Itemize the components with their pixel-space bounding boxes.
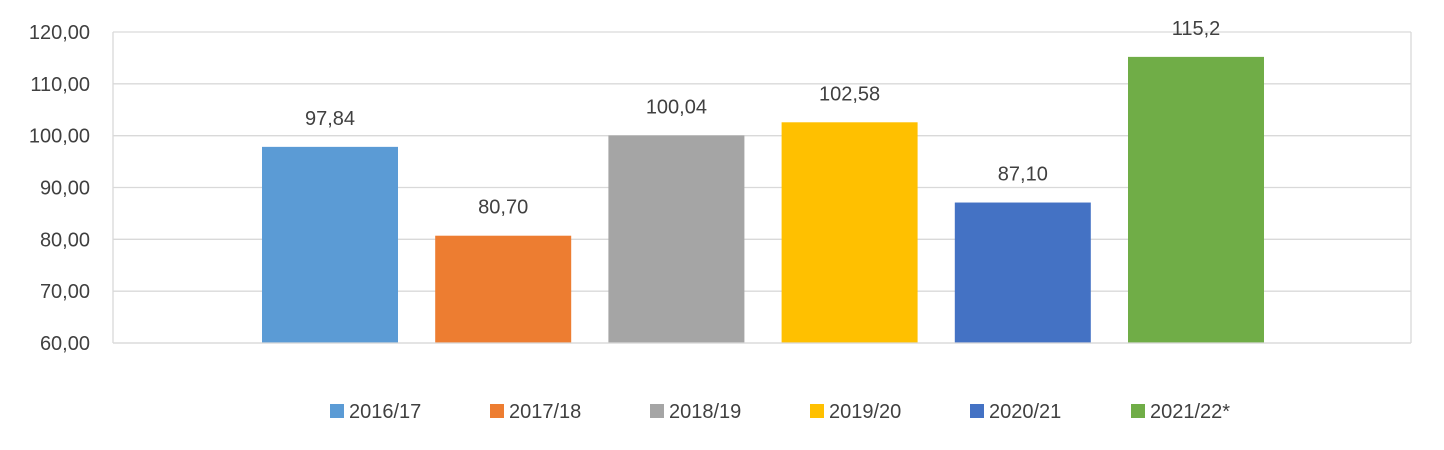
- y-tick-label: 110,00: [30, 74, 90, 96]
- legend-swatch: [970, 404, 984, 418]
- legend-label: 2017/18: [509, 401, 581, 423]
- legend-label: 2018/19: [669, 401, 741, 423]
- legend-item[interactable]: 2018/19: [650, 401, 741, 423]
- data-labels: 97,84 80,70 100,04 102,58 87,10 115,2: [305, 18, 1220, 219]
- legend-swatch: [330, 404, 344, 418]
- legend-item[interactable]: 2020/21: [970, 401, 1061, 423]
- legend-label: 2016/17: [349, 401, 421, 423]
- bar-2020-21[interactable]: [954, 202, 1091, 343]
- bar-2017-18[interactable]: [435, 235, 572, 343]
- legend-label: 2019/20: [829, 401, 901, 423]
- bar-2021-22-[interactable]: [1128, 56, 1264, 343]
- y-tick-label: 70,00: [40, 281, 90, 303]
- y-axis-ticks: 60,00 70,00 80,00 90,00 100,00 110,00 120,00: [29, 22, 90, 355]
- bar-2018-19[interactable]: [608, 135, 745, 343]
- data-label: 102,58: [819, 83, 880, 105]
- legend: 2016/17 2017/18 2018/19 2019/20 2020/21 2021/…: [330, 401, 1230, 423]
- data-label: 97,84: [305, 108, 355, 130]
- y-tick-label: 120,00: [29, 22, 90, 44]
- legend-swatch: [650, 404, 664, 418]
- legend-item[interactable]: 2017/18: [490, 401, 581, 423]
- bar-2016-17[interactable]: [262, 146, 398, 343]
- bars: [262, 56, 1264, 343]
- y-tick-label: 80,00: [40, 229, 90, 251]
- legend-label: 2021/22*: [1150, 401, 1230, 423]
- legend-item[interactable]: 2021/22*: [1131, 401, 1230, 423]
- data-label: 80,70: [478, 197, 528, 219]
- y-tick-label: 100,00: [29, 126, 90, 148]
- legend-item[interactable]: 2016/17: [330, 401, 421, 423]
- legend-swatch: [810, 404, 824, 418]
- data-label: 115,2: [1172, 18, 1221, 40]
- data-label: 87,10: [998, 164, 1048, 186]
- legend-item[interactable]: 2019/20: [810, 401, 901, 423]
- legend-swatch: [1131, 404, 1145, 418]
- legend-swatch: [490, 404, 504, 418]
- y-tick-label: 60,00: [40, 333, 90, 355]
- legend-label: 2020/21: [989, 401, 1061, 423]
- data-label: 100,04: [646, 96, 707, 118]
- y-tick-label: 90,00: [40, 178, 90, 200]
- bar-2019-20[interactable]: [781, 122, 918, 343]
